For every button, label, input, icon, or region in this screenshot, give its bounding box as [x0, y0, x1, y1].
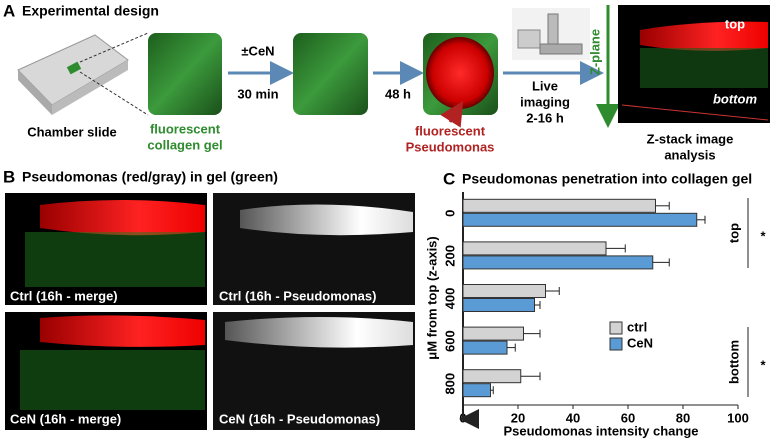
- label: bottom: [713, 91, 757, 106]
- panel-title: Pseudomonas (red/gray) in gel (green): [22, 169, 278, 185]
- x-tick-label: 20: [511, 410, 525, 425]
- y-tick-label: 400: [442, 288, 457, 310]
- y-tick-label: 800: [442, 373, 457, 395]
- arrow: [440, 100, 464, 128]
- annotation: bottom: [726, 340, 741, 384]
- bar: [462, 326, 524, 341]
- chamber-slide-image: [17, 32, 149, 116]
- annotation: *: [760, 357, 766, 372]
- x-tick-label: 100: [727, 410, 749, 425]
- bar: [462, 255, 654, 270]
- y-tick-label: 200: [442, 245, 457, 267]
- image-label: CeN (16h - Pseudomonas): [219, 411, 380, 426]
- label: fluorescent: [415, 123, 486, 138]
- legend-label: CeN: [627, 335, 653, 350]
- bar: [462, 212, 698, 227]
- infected-gel-image: [423, 33, 498, 115]
- x-tick-label: 80: [676, 410, 690, 425]
- panel-a: A Experimental design Chamber slide fluo…: [3, 1, 770, 162]
- label: 2-16 h: [526, 110, 564, 125]
- image-label: Ctrl (16h - merge): [10, 288, 118, 303]
- label: ±CeN: [241, 43, 274, 58]
- label: 30 min: [237, 86, 278, 101]
- label: fluorescent: [150, 121, 221, 136]
- x-tick-label: 60: [621, 410, 635, 425]
- y-axis-label: μM from top (z-axis): [424, 236, 439, 360]
- bar: [462, 383, 491, 398]
- label: imaging: [520, 94, 570, 109]
- label: analysis: [664, 147, 715, 162]
- pseudomonas-image: [213, 312, 415, 430]
- x-axis-label: Pseudomonas intensity change: [503, 423, 698, 438]
- bar: [462, 340, 508, 355]
- image-label: CeN (16h - merge): [10, 411, 121, 426]
- bar: [462, 298, 535, 312]
- panel-letter: B: [3, 167, 15, 186]
- label: Z-plane: [587, 29, 602, 75]
- label: top: [725, 16, 745, 31]
- bar: [462, 241, 607, 256]
- panel-letter: C: [443, 169, 455, 188]
- legend-label: ctrl: [627, 319, 647, 334]
- merge-image: [5, 193, 207, 305]
- x-tick-label: 40: [566, 410, 580, 425]
- label: Pseudomonas: [406, 139, 495, 154]
- gel-image: [148, 33, 222, 115]
- bar: [462, 284, 546, 298]
- merge-image: [5, 312, 207, 430]
- annotation: *: [760, 228, 766, 243]
- microscope-image: [512, 8, 590, 60]
- bar: [462, 369, 522, 384]
- image-label: Ctrl (16h - Pseudomonas): [219, 288, 376, 303]
- bar: [462, 198, 656, 213]
- y-tick-label: 600: [442, 330, 457, 352]
- panel-c: C Pseudomonas penetration into collagen …: [424, 169, 766, 438]
- gel-image: [293, 33, 368, 115]
- label: collagen gel: [147, 137, 222, 152]
- chart-title: Pseudomonas penetration into collagen ge…: [462, 171, 752, 187]
- legend-swatch: [609, 321, 623, 335]
- panel-title: Experimental design: [22, 3, 159, 19]
- zstack-image: [618, 5, 770, 123]
- label: Live: [532, 78, 558, 93]
- legend-swatch: [609, 337, 623, 351]
- label: 48 h: [385, 86, 411, 101]
- label: Z-stack image: [647, 131, 734, 146]
- panel-letter: A: [3, 1, 15, 20]
- pseudomonas-image: [213, 193, 415, 305]
- label: Chamber slide: [27, 124, 117, 139]
- y-tick-label: 0: [442, 210, 457, 217]
- panel-b: B Pseudomonas (red/gray) in gel (green) …: [3, 167, 415, 430]
- annotation: top: [726, 223, 741, 243]
